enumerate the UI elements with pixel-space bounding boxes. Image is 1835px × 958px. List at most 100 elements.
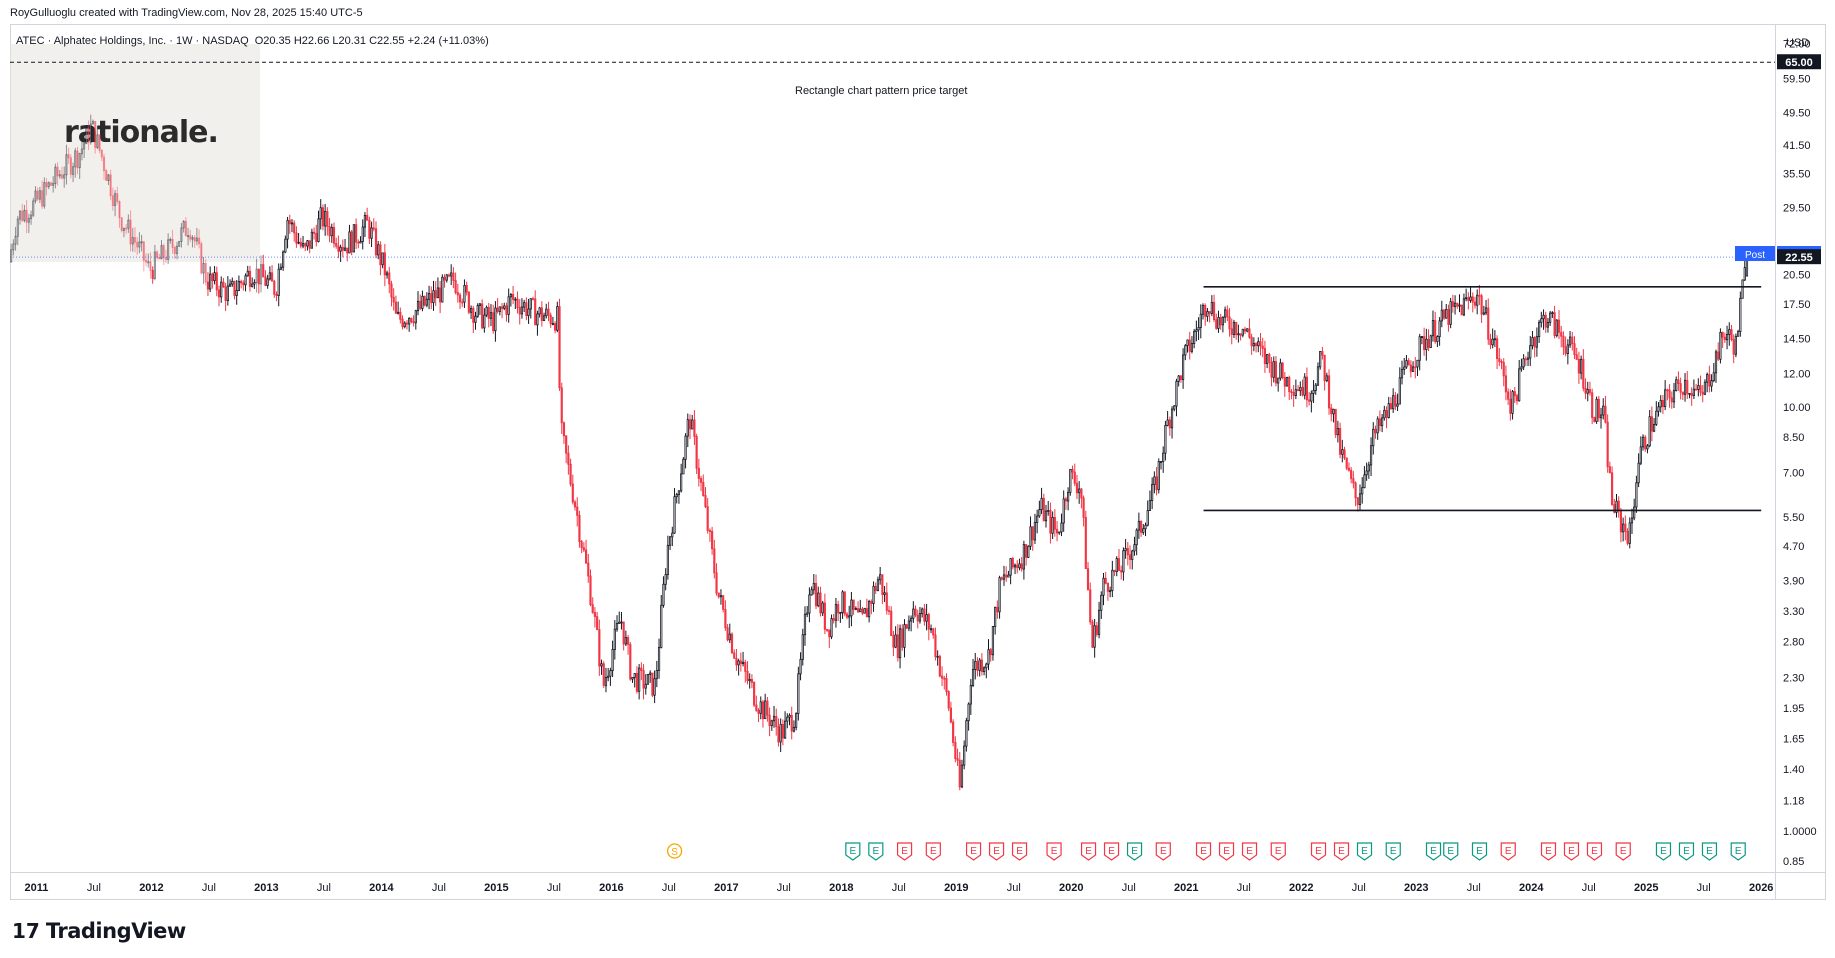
candle-body[interactable] — [1383, 409, 1386, 419]
candle-body[interactable] — [1305, 376, 1309, 401]
candle-body[interactable] — [85, 127, 88, 145]
earnings-icon[interactable] — [868, 842, 884, 861]
candle-body[interactable] — [569, 463, 572, 485]
candle-body[interactable] — [525, 302, 528, 317]
candle-body[interactable] — [472, 307, 475, 323]
candle-body[interactable] — [122, 227, 126, 231]
candle-body[interactable] — [1239, 333, 1242, 336]
candle-body[interactable] — [538, 307, 541, 315]
candle-body[interactable] — [251, 283, 254, 287]
candle-body[interactable] — [806, 612, 809, 615]
candle-body[interactable] — [1113, 569, 1116, 573]
candle-body[interactable] — [699, 478, 703, 483]
candle-body[interactable] — [226, 285, 229, 301]
candle-body[interactable] — [1575, 354, 1578, 360]
candle-body[interactable] — [463, 285, 466, 303]
candle-body[interactable] — [171, 238, 174, 248]
candle-body[interactable] — [1126, 548, 1129, 556]
candle-body[interactable] — [551, 323, 554, 325]
candle-body[interactable] — [399, 311, 402, 320]
candle-body[interactable] — [671, 532, 674, 538]
candle-body[interactable] — [1226, 309, 1229, 318]
candle-body[interactable] — [759, 701, 762, 714]
candle-body[interactable] — [1350, 469, 1353, 480]
candle-body[interactable] — [1723, 336, 1726, 341]
candle-body[interactable] — [680, 473, 683, 492]
candle-body[interactable] — [1524, 358, 1527, 361]
candle-body[interactable] — [887, 610, 891, 612]
candle-body[interactable] — [1635, 482, 1638, 508]
candle-body[interactable] — [288, 219, 291, 225]
candle-body[interactable] — [885, 592, 888, 611]
candle-body[interactable] — [626, 637, 630, 645]
candle-body[interactable] — [1387, 403, 1390, 418]
candle-body[interactable] — [275, 293, 278, 296]
candle-body[interactable] — [719, 595, 723, 598]
candle-body[interactable] — [500, 306, 504, 309]
earnings-icon[interactable] — [1218, 842, 1235, 861]
candle-body[interactable] — [1263, 348, 1267, 364]
candle-body[interactable] — [1232, 322, 1236, 335]
candle-body[interactable] — [465, 285, 468, 293]
earnings-icon[interactable] — [1500, 842, 1516, 861]
candle-body[interactable] — [613, 628, 616, 650]
candle-body[interactable] — [1520, 366, 1523, 370]
candle-body[interactable] — [222, 281, 225, 288]
candle-body[interactable] — [34, 190, 37, 202]
candle-body[interactable] — [304, 243, 307, 247]
candle-body[interactable] — [244, 275, 247, 286]
candle-body[interactable] — [1728, 329, 1731, 335]
candle-body[interactable] — [1188, 339, 1191, 352]
candle-body[interactable] — [781, 723, 784, 739]
candle-body[interactable] — [1184, 345, 1187, 356]
candle-body[interactable] — [1737, 331, 1740, 337]
candle-body[interactable] — [952, 721, 955, 743]
candle-body[interactable] — [1336, 428, 1339, 436]
candle-body[interactable] — [856, 608, 860, 613]
candle-body[interactable] — [1739, 297, 1742, 332]
candle-body[interactable] — [649, 672, 652, 675]
candle-body[interactable] — [1610, 472, 1614, 505]
candle-body[interactable] — [138, 241, 141, 248]
candle-body[interactable] — [1002, 574, 1006, 580]
candle-body[interactable] — [1285, 376, 1289, 387]
candle-body[interactable] — [153, 251, 156, 279]
candle-body[interactable] — [67, 154, 70, 159]
candle-body[interactable] — [56, 166, 59, 177]
candle-body[interactable] — [980, 659, 983, 673]
candle-body[interactable] — [918, 613, 922, 622]
candle-body[interactable] — [1613, 504, 1616, 513]
candle-body[interactable] — [1361, 487, 1364, 495]
candle-body[interactable] — [474, 315, 477, 323]
candle-body[interactable] — [414, 310, 417, 324]
candle-body[interactable] — [1036, 515, 1039, 523]
candle-body[interactable] — [985, 663, 988, 669]
candle-body[interactable] — [83, 143, 86, 150]
candle-body[interactable] — [1423, 336, 1426, 351]
candle-body[interactable] — [1301, 386, 1304, 396]
earnings-icon[interactable] — [1385, 842, 1401, 861]
candle-body[interactable] — [940, 675, 944, 679]
candle-body[interactable] — [737, 660, 740, 666]
candle-body[interactable] — [1732, 339, 1735, 355]
candle-body[interactable] — [996, 606, 999, 613]
candle-body[interactable] — [1027, 545, 1030, 558]
candle-body[interactable] — [894, 634, 897, 648]
candle-body[interactable] — [282, 251, 285, 268]
candle-body[interactable] — [182, 220, 185, 229]
candle-body[interactable] — [324, 210, 327, 227]
candle-body[interactable] — [142, 241, 145, 261]
candle-body[interactable] — [38, 190, 41, 200]
candle-body[interactable] — [965, 720, 968, 747]
candle-body[interactable] — [52, 183, 55, 186]
candle-body[interactable] — [1292, 391, 1295, 396]
currency-label[interactable]: USD — [1786, 37, 1810, 49]
candle-body[interactable] — [783, 720, 787, 739]
candle-body[interactable] — [733, 652, 736, 659]
candle-body[interactable] — [147, 261, 150, 264]
candle-body[interactable] — [1522, 358, 1525, 368]
candle-body[interactable] — [711, 530, 714, 550]
candle-body[interactable] — [1082, 497, 1085, 518]
candle-body[interactable] — [191, 237, 194, 240]
candle-body[interactable] — [1288, 376, 1291, 392]
